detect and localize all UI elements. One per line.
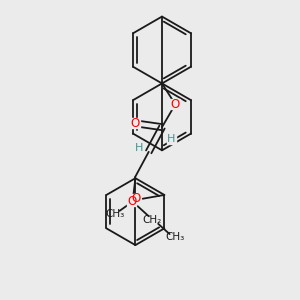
- Text: O: O: [131, 117, 140, 130]
- Text: O: O: [131, 192, 140, 205]
- Bar: [135, 143, 143, 153]
- Text: O: O: [127, 194, 136, 208]
- Text: CH₂: CH₂: [143, 215, 162, 225]
- Bar: [127, 196, 136, 206]
- Text: CH₃: CH₃: [105, 209, 124, 219]
- Text: H: H: [167, 134, 176, 143]
- Text: CH₃: CH₃: [166, 232, 185, 242]
- Bar: [132, 194, 140, 204]
- Bar: [167, 134, 176, 143]
- Bar: [131, 118, 140, 128]
- Text: H: H: [135, 143, 143, 153]
- Text: O: O: [171, 98, 180, 111]
- Bar: [171, 99, 179, 109]
